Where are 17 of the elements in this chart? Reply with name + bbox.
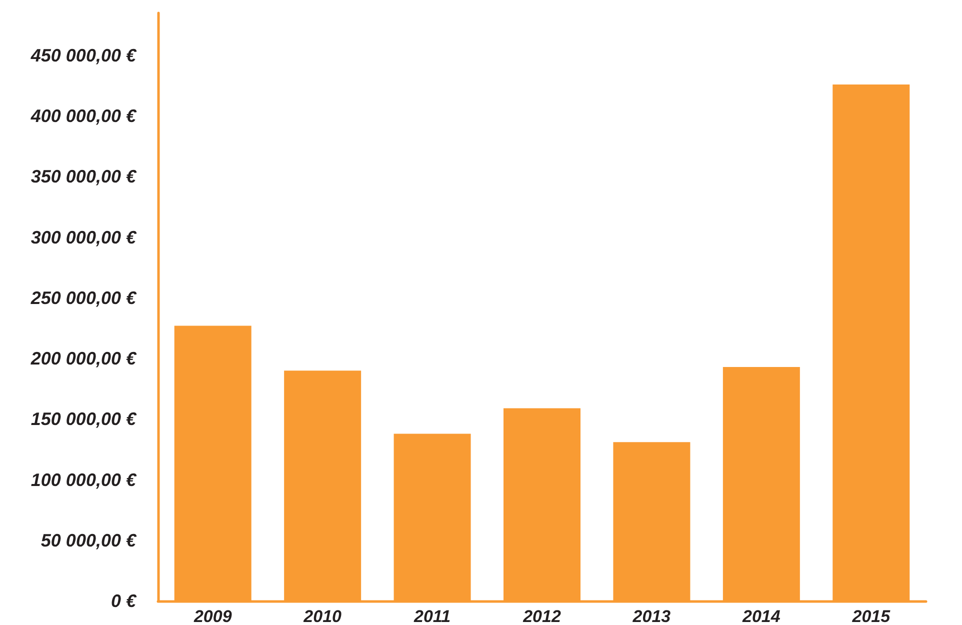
y-tick-label: 300 000,00 € <box>30 227 137 248</box>
x-tick-label: 2014 <box>742 607 781 625</box>
y-tick-label: 150 000,00 € <box>30 409 137 430</box>
y-tick-label: 0 € <box>110 591 137 611</box>
x-tick-label: 2012 <box>522 607 562 625</box>
x-tick-label: 2013 <box>632 607 672 625</box>
y-tick-label: 450 000,00 € <box>30 45 137 66</box>
x-tick-label: 2009 <box>192 607 232 625</box>
x-tick-label: 2010 <box>302 607 342 625</box>
x-tick-label: 2015 <box>851 607 891 625</box>
y-tick-label: 100 000,00 € <box>30 470 137 490</box>
x-tick-label: 2011 <box>413 607 451 625</box>
y-tick-label: 350 000,00 € <box>30 166 137 187</box>
y-tick-label: 400 000,00 € <box>30 106 137 126</box>
y-tick-label: 250 000,00 € <box>30 288 137 308</box>
y-tick-label: 200 000,00 € <box>30 348 137 369</box>
y-tick-label: 50 000,00 € <box>40 530 137 550</box>
